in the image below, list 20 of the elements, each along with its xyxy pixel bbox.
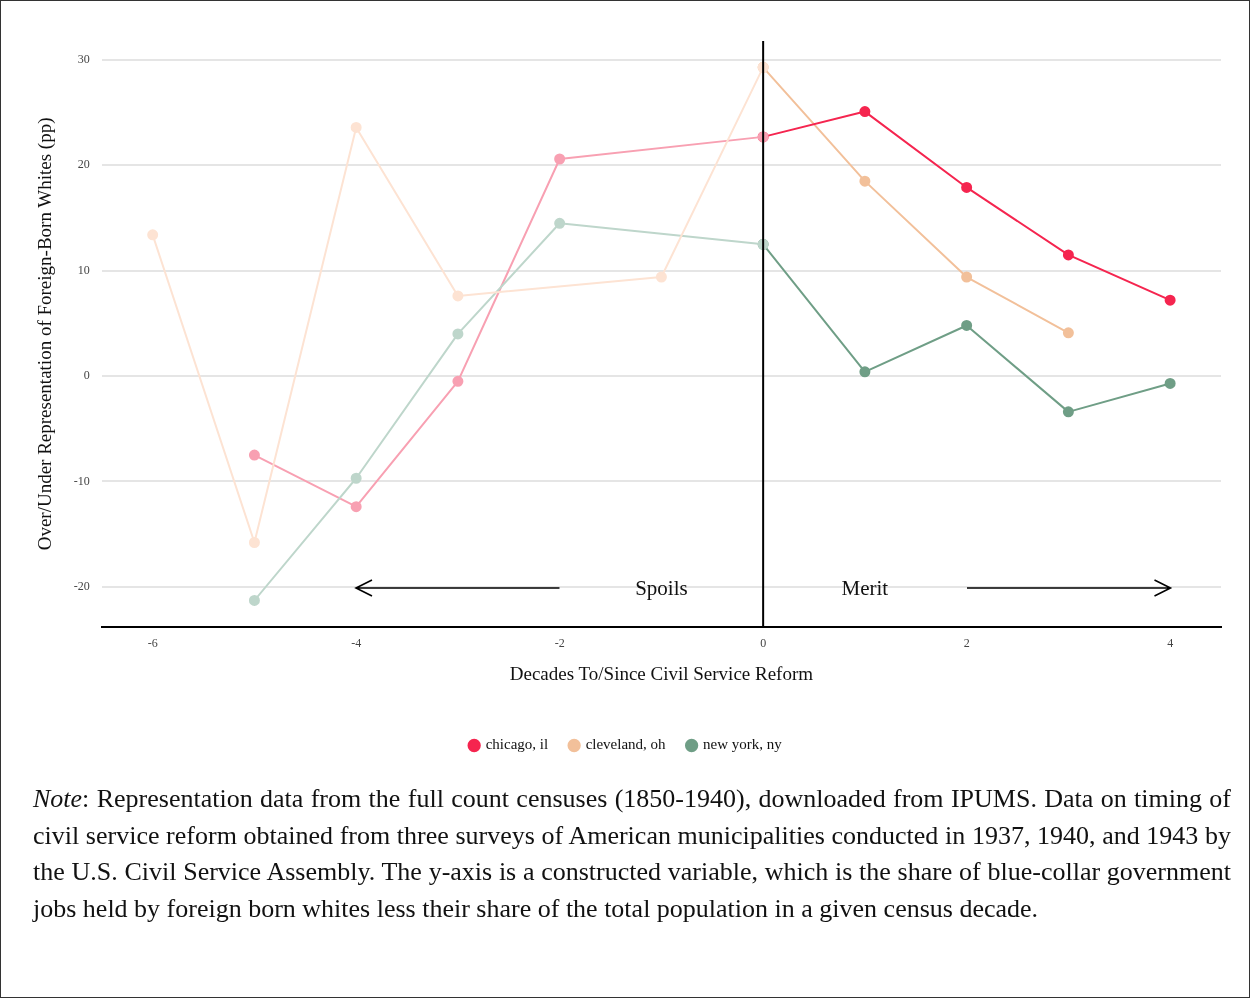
y-tick-label: 0 xyxy=(83,368,90,383)
y-tick-label: -10 xyxy=(73,473,90,488)
y-tick-label: 20 xyxy=(77,157,90,172)
y-tick-label: 10 xyxy=(77,262,90,277)
y-axis-title: Over/Under Representation of Foreign-Born Whites (pp) xyxy=(34,117,57,551)
x-tick-label: 4 xyxy=(1167,636,1174,651)
legend-label: chicago, il xyxy=(485,736,549,753)
annotation: Spoils xyxy=(635,575,688,601)
x-tick-label: -6 xyxy=(147,636,158,651)
annotation: Merit xyxy=(841,575,889,601)
x-tick-label: 2 xyxy=(963,636,970,651)
y-tick-label: -20 xyxy=(73,578,90,593)
x-tick-label: -4 xyxy=(351,636,362,651)
text: Note: Representation data from the full count censuses (1850-1940), downloaded from IPUMS. Data on timing of civil service reform obtained from three surveys of American municipalities conducted in 1937, 1940, and 1943 by the U.S. Civil Service Assembly. The y-axis is a constructed variable, which is the share of blue-collar government jobs held by foreign born whites less their share of the total population in a given census decade. xyxy=(33,783,1231,925)
x-tick-label: 0 xyxy=(760,636,767,651)
legend-label: new york, ny xyxy=(703,736,783,753)
legend-label: cleveland, oh xyxy=(585,736,667,753)
y-tick-label: 30 xyxy=(77,52,90,67)
x-tick-label: -2 xyxy=(554,636,565,651)
x-axis-title: Decades To/Since Civil Service Reform xyxy=(509,662,814,684)
